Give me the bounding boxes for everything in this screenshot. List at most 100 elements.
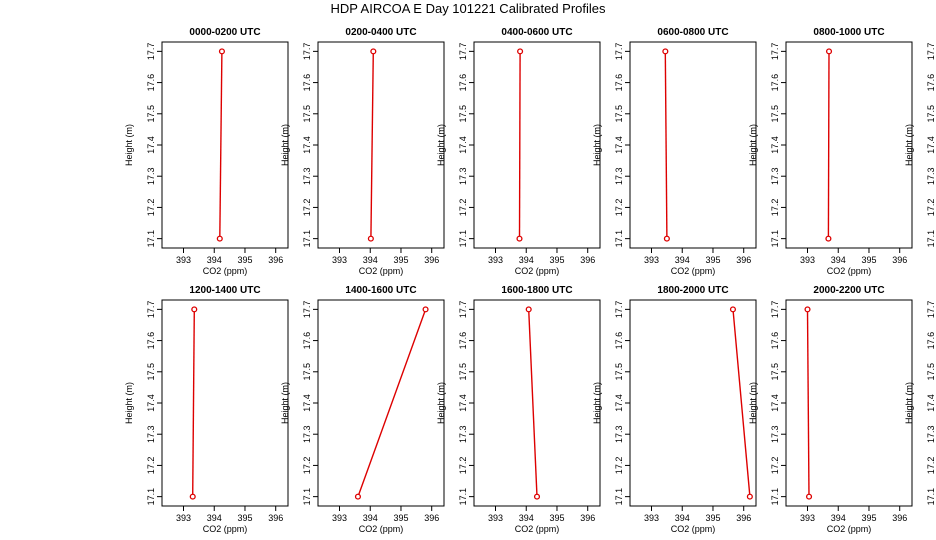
panel-11-y-axis-label: Height (m) xyxy=(748,382,758,424)
panel-7-x-axis-label: CO2 (ppm) xyxy=(203,524,248,534)
panel-11-y-tick-label: 17.3 xyxy=(770,425,780,443)
panel-5-y-tick-label: 17.1 xyxy=(770,230,780,248)
panel-5-y-tick-label: 17.2 xyxy=(770,199,780,217)
panel-8-x-tick-label: 395 xyxy=(393,513,408,523)
panel-6-y-tick-label: 17.5 xyxy=(926,105,936,123)
panel-2-plot-frame xyxy=(317,41,445,249)
panel-7-x-tick-label: 396 xyxy=(268,513,283,523)
panel-4-y-tick-label: 17.5 xyxy=(614,105,624,123)
panel-1-x-tick-label: 396 xyxy=(268,255,283,265)
panel-1-y-tick-label: 17.2 xyxy=(146,199,156,217)
panel-10-x-tick-label: 395 xyxy=(705,513,720,523)
panel-9-y-axis-label: Height (m) xyxy=(436,382,446,424)
panel-11-x-axis-label: CO2 (ppm) xyxy=(827,524,872,534)
panel-4-y-axis-label: Height (m) xyxy=(592,124,602,166)
panel-6-y-tick-label: 17.2 xyxy=(926,199,936,217)
panel-12-y-tick-label: 17.3 xyxy=(926,425,936,443)
panel-4-point-1 xyxy=(662,48,669,55)
panel-5-point-1 xyxy=(825,48,833,55)
panel-7-series-line xyxy=(192,309,195,497)
panel-3-y-tick-label: 17.5 xyxy=(458,105,468,123)
panel-12-y-tick-label: 17.5 xyxy=(926,363,936,381)
panel-2-x-axis-label: CO2 (ppm) xyxy=(359,266,404,276)
panel-5-plot-frame xyxy=(785,41,913,249)
panel-9-point-2 xyxy=(533,493,541,500)
panel-1-x-axis-label: CO2 (ppm) xyxy=(203,266,248,276)
panel-10-y-axis-label: Height (m) xyxy=(592,382,602,424)
panel-10-x-tick-label: 396 xyxy=(736,513,751,523)
panel-10-y-tick-label: 17.5 xyxy=(614,363,624,381)
panel-12-y-axis-label: Height (m) xyxy=(904,382,914,424)
panel-8-y-tick-label: 17.2 xyxy=(302,457,312,475)
panel-12-y-tick-label: 17.4 xyxy=(926,394,936,412)
panel-8-y-tick-label: 17.1 xyxy=(302,488,312,506)
panel-7-x-tick-label: 393 xyxy=(176,513,191,523)
panel-10-title: 1800-2000 UTC xyxy=(657,285,728,296)
panel-7-title: 1200-1400 UTC xyxy=(189,285,260,296)
panel-7-y-tick-label: 17.2 xyxy=(146,457,156,475)
panel-11-x-tick-label: 395 xyxy=(861,513,876,523)
panel-2-y-tick-label: 17.5 xyxy=(302,105,312,123)
panel-1-plot-frame xyxy=(161,41,289,249)
panel-4-plot-frame xyxy=(629,41,757,249)
panel-5-x-tick-label: 394 xyxy=(831,255,846,265)
panel-2-x-tick-label: 393 xyxy=(332,255,347,265)
panel-3-series-line xyxy=(518,51,521,239)
panel-1-series-line xyxy=(219,51,223,239)
panel-5-x-tick-label: 396 xyxy=(892,255,907,265)
panel-12-y-tick-label: 17.1 xyxy=(926,488,936,506)
panel-2-point-1 xyxy=(370,48,377,55)
panel-12-y-tick-label: 17.7 xyxy=(926,301,936,319)
panel-2-point-2 xyxy=(367,235,374,242)
panel-4-x-tick-label: 394 xyxy=(675,255,690,265)
panel-1-y-tick-label: 17.3 xyxy=(146,167,156,185)
panel-9-y-tick-label: 17.3 xyxy=(458,425,468,443)
panel-4-point-2 xyxy=(663,235,670,242)
panel-8-series-line xyxy=(357,309,427,497)
panel-9-x-tick-label: 393 xyxy=(488,513,503,523)
panel-2-x-tick-label: 396 xyxy=(424,255,439,265)
panel-10-y-tick-label: 17.6 xyxy=(614,332,624,350)
panel-11-x-tick-label: 396 xyxy=(892,513,907,523)
panel-3-y-tick-label: 17.6 xyxy=(458,74,468,92)
panel-7-x-tick-label: 394 xyxy=(207,513,222,523)
panel-10-y-tick-label: 17.1 xyxy=(614,488,624,506)
panel-4-y-tick-label: 17.7 xyxy=(614,43,624,61)
panel-11-point-1 xyxy=(804,306,811,313)
panel-1-y-tick-label: 17.5 xyxy=(146,105,156,123)
panel-10-x-tick-label: 394 xyxy=(675,513,690,523)
panel-11-series-line xyxy=(806,309,810,497)
panel-3-y-axis-label: Height (m) xyxy=(436,124,446,166)
panel-6-y-tick-label: 17.4 xyxy=(926,136,936,154)
panel-1-y-tick-label: 17.1 xyxy=(146,230,156,248)
panel-11-y-tick-label: 17.4 xyxy=(770,394,780,412)
panel-10-x-tick-label: 393 xyxy=(644,513,659,523)
panel-7-plot-frame xyxy=(161,299,289,507)
panel-6-y-tick-label: 17.6 xyxy=(926,74,936,92)
panel-6-y-tick-label: 17.7 xyxy=(926,43,936,61)
panel-10-y-tick-label: 17.3 xyxy=(614,425,624,443)
panel-3-y-tick-label: 17.4 xyxy=(458,136,468,154)
panel-7-y-tick-label: 17.5 xyxy=(146,363,156,381)
panel-11-x-tick-label: 394 xyxy=(831,513,846,523)
panel-8-y-tick-label: 17.3 xyxy=(302,425,312,443)
panel-12-y-tick-label: 17.2 xyxy=(926,457,936,475)
panel-11-plot-frame xyxy=(785,299,913,507)
panel-12-y-tick-label: 17.6 xyxy=(926,332,936,350)
panel-9-title: 1600-1800 UTC xyxy=(501,285,572,296)
panel-6-y-tick-label: 17.1 xyxy=(926,230,936,248)
panel-9-x-tick-label: 395 xyxy=(549,513,564,523)
panel-4-y-tick-label: 17.4 xyxy=(614,136,624,154)
panel-5-title: 0800-1000 UTC xyxy=(813,27,884,38)
panel-1-x-tick-label: 393 xyxy=(176,255,191,265)
panel-5-y-axis-label: Height (m) xyxy=(748,124,758,166)
panel-5-y-tick-label: 17.6 xyxy=(770,74,780,92)
panel-9-x-tick-label: 394 xyxy=(519,513,534,523)
panel-6-y-axis-label: Height (m) xyxy=(904,124,914,166)
panel-9-y-tick-label: 17.5 xyxy=(458,363,468,381)
panel-11-y-tick-label: 17.7 xyxy=(770,301,780,319)
panel-2-y-tick-label: 17.7 xyxy=(302,43,312,61)
panel-9-y-tick-label: 17.2 xyxy=(458,457,468,475)
panel-4-y-tick-label: 17.1 xyxy=(614,230,624,248)
panel-3-y-tick-label: 17.3 xyxy=(458,167,468,185)
